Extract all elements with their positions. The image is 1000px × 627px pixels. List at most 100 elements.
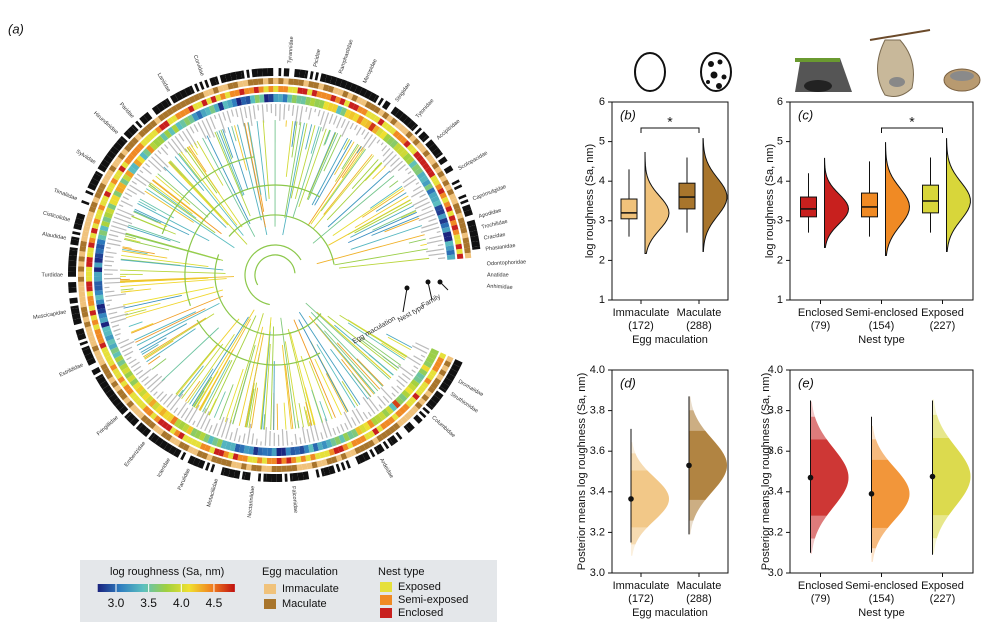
- tip: [285, 430, 289, 446]
- roughness-ring: [446, 249, 455, 256]
- roughness-ring: [382, 133, 392, 143]
- roughness-ring: [388, 402, 398, 412]
- tip: [314, 108, 317, 113]
- family-ring: [210, 463, 216, 473]
- tip: [404, 354, 421, 366]
- tip: [189, 126, 195, 134]
- roughness-ring: [136, 155, 146, 164]
- y-tick-label: 3: [777, 215, 783, 227]
- tip: [169, 393, 184, 411]
- egg-ring: [250, 464, 257, 472]
- nest-ring: [381, 121, 389, 129]
- family-ring: [395, 431, 403, 440]
- family-ring: [75, 328, 85, 336]
- egg-ring: [421, 393, 430, 402]
- egg-ring: [153, 116, 162, 125]
- x-tick-label: Enclosed: [798, 580, 843, 592]
- family-label: Scolopacidae: [457, 150, 489, 172]
- branch: [311, 389, 323, 423]
- roughness-ring: [401, 389, 411, 399]
- tip: [402, 174, 415, 184]
- roughness-ring: [424, 183, 434, 192]
- branch: [128, 224, 181, 244]
- family-ring: [96, 376, 107, 385]
- y-tick-label: 3.2: [768, 526, 783, 538]
- branch: [134, 311, 196, 341]
- branch: [384, 217, 420, 233]
- egg-ring: [87, 210, 95, 218]
- egg-ring: [400, 415, 409, 424]
- ring-pointer: [402, 287, 408, 313]
- family-ring: [394, 109, 404, 120]
- egg-ring: [237, 80, 244, 88]
- box: [922, 184, 939, 214]
- roughness-ring: [181, 423, 190, 433]
- colorbar-tick-label: 4.5: [206, 596, 223, 610]
- nest-ring: [86, 256, 93, 263]
- tip: [401, 373, 411, 381]
- tip: [107, 238, 122, 243]
- roughness-ring: [175, 121, 184, 131]
- egg-ring: [262, 78, 269, 85]
- branch: [336, 342, 381, 390]
- tip: [397, 375, 408, 384]
- tip: [109, 229, 128, 236]
- roughness-ring: [106, 338, 116, 346]
- nest-ring: [413, 151, 421, 159]
- family-ring: [430, 394, 441, 404]
- branch: [169, 161, 222, 218]
- tip: [397, 164, 406, 172]
- branch: [127, 226, 171, 242]
- egg-ring: [308, 80, 315, 88]
- nest-ring: [337, 445, 345, 453]
- nest-ring: [96, 208, 104, 216]
- egg-ring: [283, 78, 289, 85]
- branch: [187, 334, 235, 404]
- roughness-ring: [95, 243, 105, 250]
- roughness-ring: [183, 116, 192, 126]
- family-ring: [214, 76, 220, 85]
- egg-ring: [257, 78, 264, 85]
- family-ring: [92, 173, 102, 182]
- egg-ring: [330, 456, 338, 464]
- branch: [220, 129, 233, 160]
- tip: [126, 356, 132, 361]
- tip: [396, 379, 405, 388]
- roughness-ring: [423, 360, 433, 369]
- family-ring: [68, 265, 77, 272]
- family-ring: [86, 357, 97, 366]
- branch: [287, 328, 313, 426]
- branch: [350, 225, 423, 250]
- branch-arc: [254, 254, 296, 286]
- roughness-ring: [273, 94, 279, 103]
- tip: [141, 376, 149, 383]
- nest-ring: [162, 120, 171, 128]
- family-ring: [402, 116, 413, 126]
- egg-ring: [377, 108, 386, 117]
- nest-ring: [416, 154, 424, 163]
- roughness-ring: [322, 101, 330, 111]
- y-tick-label: 2: [777, 254, 783, 266]
- tip: [220, 417, 229, 438]
- egg-ring: [94, 191, 102, 199]
- roughness-ring: [296, 95, 302, 104]
- tip: [420, 226, 440, 234]
- roughness-ring: [267, 447, 272, 456]
- branch: [185, 380, 201, 402]
- egg-ring: [105, 371, 114, 380]
- egg-ring: [188, 95, 196, 104]
- roughness-ring: [240, 96, 247, 106]
- family-ring: [72, 318, 82, 326]
- tip: [134, 177, 147, 187]
- egg-ring: [202, 89, 210, 98]
- branch: [163, 166, 227, 228]
- family-label: Phasianidae: [485, 243, 516, 253]
- egg-ring: [92, 196, 100, 204]
- nest-ring: [286, 457, 292, 464]
- egg-ring: [88, 206, 97, 213]
- branch: [148, 185, 216, 234]
- nest-ring: [105, 186, 114, 194]
- egg-ring: [371, 436, 380, 445]
- colorbar-title: log roughness (Sa, nm): [110, 566, 224, 578]
- nest-ring: [405, 399, 414, 408]
